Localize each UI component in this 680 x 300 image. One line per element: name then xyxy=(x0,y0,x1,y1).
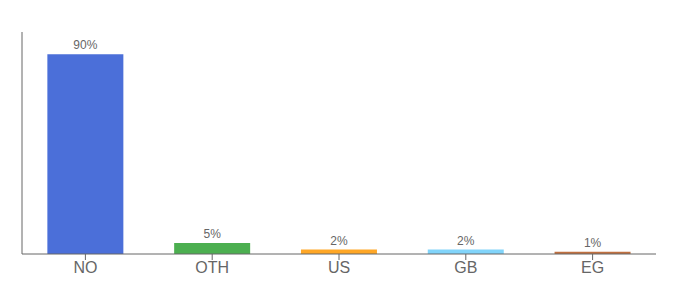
svg-text:5%: 5% xyxy=(203,227,221,241)
svg-text:OTH: OTH xyxy=(195,259,229,276)
svg-text:US: US xyxy=(328,259,350,276)
svg-text:90%: 90% xyxy=(73,38,97,52)
svg-text:2%: 2% xyxy=(330,234,348,248)
svg-text:2%: 2% xyxy=(457,234,475,248)
svg-text:NO: NO xyxy=(73,259,97,276)
svg-text:GB: GB xyxy=(454,259,477,276)
svg-text:1%: 1% xyxy=(584,236,602,250)
svg-text:EG: EG xyxy=(581,259,604,276)
